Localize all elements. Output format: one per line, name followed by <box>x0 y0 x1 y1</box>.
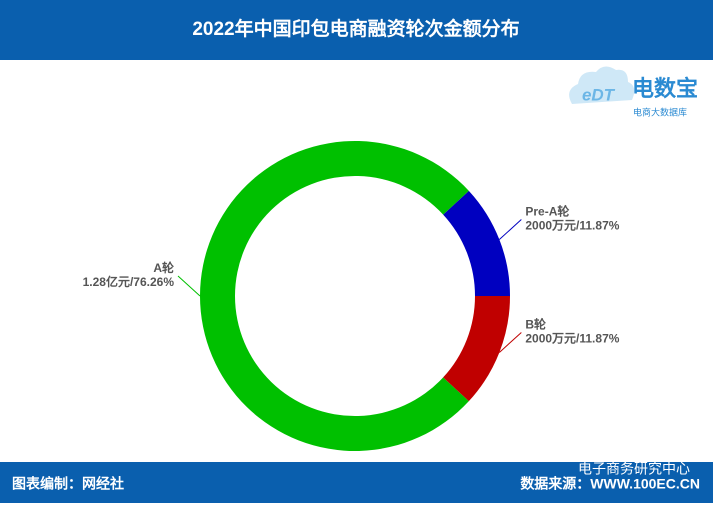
plot: Pre-A轮2000万元/11.87%A轮1.28亿元/76.26%B轮2000… <box>83 140 620 451</box>
logo: eDT 电数宝 电商大数据库 <box>569 66 698 117</box>
leader-line <box>177 275 201 297</box>
footer-bar <box>0 462 713 503</box>
header-bar <box>0 0 713 60</box>
leader-line <box>499 219 522 240</box>
slice-value-label: 2000万元/11.87% <box>525 219 619 233</box>
donut-slice <box>443 190 510 296</box>
slice-label: Pre-A轮 <box>525 204 570 219</box>
slice-label: A轮 <box>153 260 175 275</box>
chart-title: 2022年中国印包电商融资轮次金额分布 <box>192 17 519 40</box>
slice-label: B轮 <box>525 317 547 332</box>
slice-value-label: 2000万元/11.87% <box>525 332 619 346</box>
logo-name: 电数宝 <box>632 76 698 101</box>
logo-cloud <box>569 66 635 104</box>
footer-credit: 图表编制：网经社 <box>12 476 124 492</box>
footer-source: 数据来源：WWW.100EC.CN <box>520 476 700 492</box>
donut-slice <box>199 140 469 451</box>
leader-line <box>499 332 522 353</box>
donut-slice <box>443 296 510 402</box>
logo-subtitle: 电商大数据库 <box>633 106 687 117</box>
slice-value-label: 1.28亿元/76.26% <box>83 274 175 289</box>
footer-watermark: 电子商务研究中心 <box>578 461 690 477</box>
logo-mark: eDT <box>582 85 616 104</box>
